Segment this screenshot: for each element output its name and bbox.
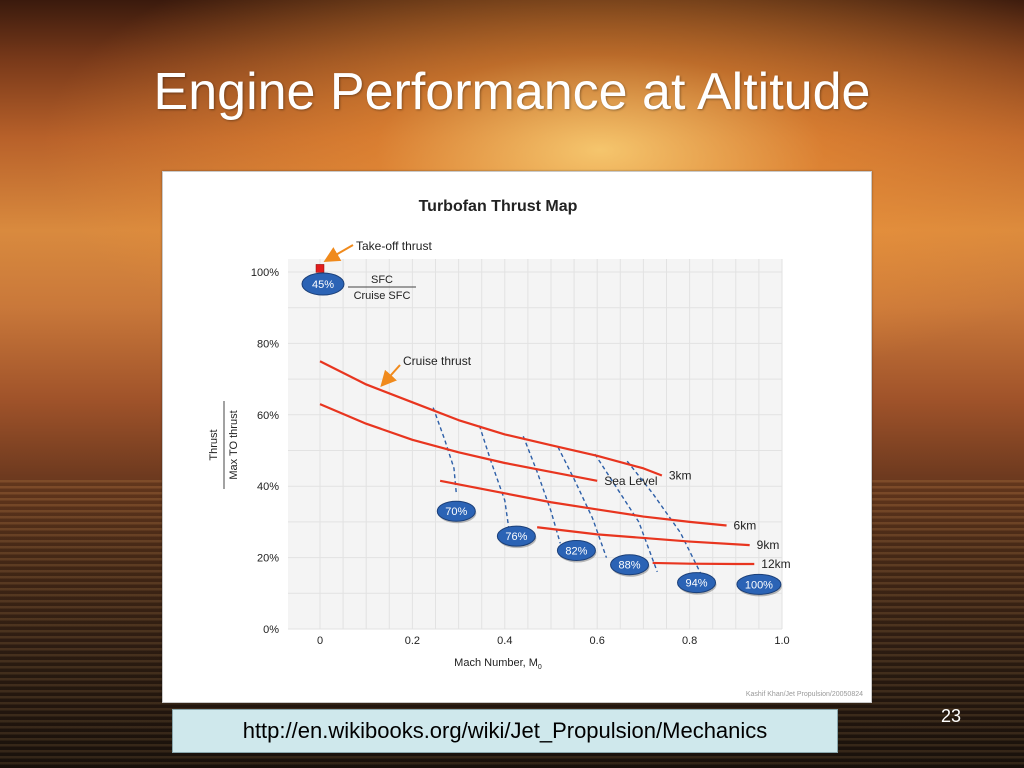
page-number: 23: [940, 706, 962, 726]
y-tick-label: 60%: [257, 410, 279, 422]
x-tick-label: 0.8: [682, 635, 697, 647]
x-axis-label: Mach Number, M0: [454, 657, 542, 671]
y-tick-label: 0%: [263, 624, 279, 636]
y-tick-label: 40%: [257, 481, 279, 493]
sfc-badge-label: 88%: [619, 560, 641, 572]
series-label-6km: 6km: [734, 518, 757, 532]
y-tick-label: 100%: [251, 267, 279, 279]
series-label-9km: 9km: [757, 538, 780, 552]
thrust-curve-3km: [319, 360, 663, 477]
sfc-line-82pct: [522, 435, 561, 544]
sfc-lines: [432, 407, 705, 580]
takeoff-label: Take-off thrust: [356, 239, 432, 253]
turbofan-thrust-chart: 70% 76% 82% 88% 94% 100% 0 0.2 0.4 0.6 0.8 1.0 0% 20…: [208, 198, 863, 698]
x-tick-label: 0.2: [405, 635, 420, 647]
sfc-legend-denominator: Cruise SFC: [354, 290, 411, 302]
slide-title: Engine Performance at Altitude: [153, 63, 871, 121]
y-tick-label: 80%: [257, 338, 279, 350]
x-tick-label: 0.6: [590, 635, 605, 647]
x-axis-label-text: Mach Number, M: [454, 657, 538, 669]
takeoff-arrow: [323, 244, 354, 262]
y-tick-label: 20%: [257, 553, 279, 565]
sfc-line-76pct: [478, 425, 511, 533]
sfc-badge-label: 76%: [505, 531, 527, 543]
x-axis-label-subscript: 0: [538, 664, 542, 671]
sfc-line-94pct: [594, 453, 658, 573]
source-url[interactable]: http://en.wikibooks.org/wiki/Jet_Propuls…: [172, 709, 838, 753]
y-axis-label-numerator: Thrust: [208, 429, 220, 460]
sfc-legend-numerator: SFC: [371, 274, 393, 286]
sfc-line-70pct: [432, 407, 457, 494]
sfc-badges: 70% 76% 82% 88% 94% 100%: [436, 500, 782, 597]
sfc-line-100pct: [626, 460, 705, 580]
grid: [288, 259, 783, 630]
cruise-label: Cruise thrust: [403, 354, 472, 368]
takeoff-point: [315, 264, 325, 273]
sfc-badge: [496, 525, 536, 547]
thrust-curve-sea-level: [319, 403, 598, 482]
thrust-curve-9km: [537, 526, 750, 547]
axis-ticks: 0 0.2 0.4 0.6 0.8 1.0 0% 20% 40% 60% 80% 100%: [251, 267, 790, 647]
sfc-badge-label: 70%: [445, 506, 467, 518]
x-tick-label: 1.0: [774, 635, 789, 647]
chart-credit: Kashif Khan/Jet Propulsion/20050824: [746, 691, 863, 698]
thrust-curve-12km: [652, 561, 755, 566]
series-label-12km: 12km: [761, 557, 790, 571]
sfc-legend-badge: [301, 272, 345, 296]
series-label-sea-level: Sea Level: [604, 474, 657, 488]
series-label-3km: 3km: [669, 468, 692, 482]
x-tick-label: 0: [317, 635, 323, 647]
sfc-legend-badge-label: 45%: [312, 279, 334, 291]
x-tick-label: 0.4: [497, 635, 512, 647]
y-axis-label-denominator: Max TO thrust: [228, 410, 240, 479]
sfc-badge-label: 94%: [686, 578, 708, 590]
thrust-curve-6km: [439, 479, 727, 527]
sfc-badge: [610, 554, 650, 576]
chart-frame: 70% 76% 82% 88% 94% 100% 0 0.2 0.4 0.6 0.8 1.0 0% 20…: [162, 171, 872, 703]
sfc-badge-label: 100%: [745, 579, 773, 591]
sfc-badge: [736, 573, 782, 595]
sfc-badge: [556, 539, 596, 561]
sfc-badge-label: 82%: [565, 545, 587, 557]
sfc-badge: [436, 500, 476, 522]
sfc-line-88pct: [557, 446, 608, 558]
chart-title: Turbofan Thrust Map: [419, 198, 578, 215]
y-axis-label: Thrust Max TO thrust: [208, 401, 240, 489]
cruise-arrow: [380, 364, 401, 387]
thrust-curves: [319, 360, 755, 566]
sfc-badge: [677, 572, 717, 594]
plot-area: [288, 259, 782, 629]
